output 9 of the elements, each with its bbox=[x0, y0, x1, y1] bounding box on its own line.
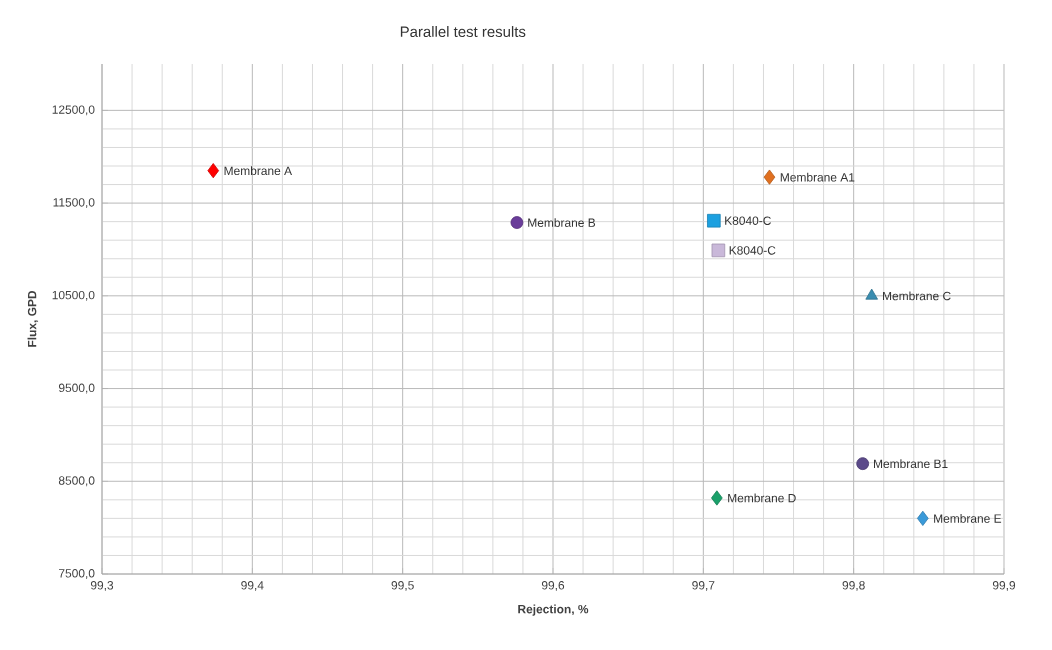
point bbox=[207, 163, 220, 179]
point bbox=[856, 457, 870, 471]
point bbox=[707, 213, 721, 228]
point bbox=[711, 490, 723, 506]
point bbox=[711, 243, 726, 258]
point bbox=[917, 510, 929, 526]
point bbox=[510, 216, 524, 229]
point bbox=[763, 169, 776, 185]
point bbox=[865, 288, 878, 300]
